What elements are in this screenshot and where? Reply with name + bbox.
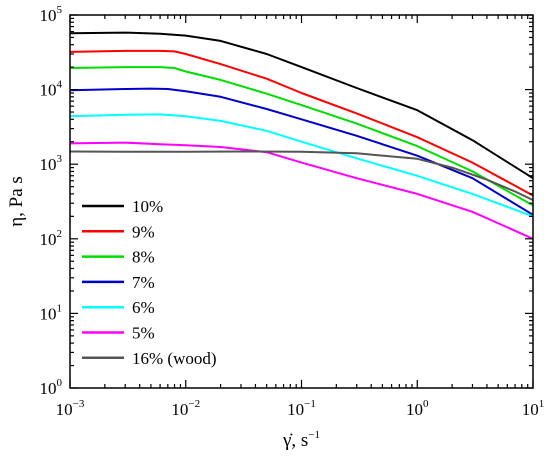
series-line-2 <box>69 66 534 207</box>
x-tick-exponent: −3 <box>73 398 85 410</box>
legend-label-4: 6% <box>132 298 155 317</box>
x-tick-base: 10 <box>522 400 539 419</box>
y-tick-base: 10 <box>40 379 57 398</box>
y-tick-label: 102 <box>40 228 63 249</box>
y-axis-label: η, Pa s <box>6 176 27 227</box>
series-line-6 <box>69 150 534 202</box>
x-tick-base: 10 <box>171 400 188 419</box>
series-lines <box>69 31 534 240</box>
axis-ticks <box>69 14 534 389</box>
x-tick-label: 100 <box>406 398 429 419</box>
y-tick-exponent: 1 <box>57 302 63 314</box>
y-tick-base: 10 <box>40 304 57 323</box>
x-axis-label-exponent: −1 <box>308 429 320 441</box>
y-tick-base: 10 <box>40 6 57 25</box>
x-tick-exponent: −1 <box>304 398 316 410</box>
legend-label-5: 5% <box>132 324 155 343</box>
y-tick-base: 10 <box>40 155 57 174</box>
series-line-0 <box>69 31 534 180</box>
series-line-3 <box>69 87 534 216</box>
y-tick-base: 10 <box>40 81 57 100</box>
y-tick-base: 10 <box>40 230 57 249</box>
x-tick-labels: 10−3 10−2 10−1 100 101 <box>56 398 545 419</box>
x-tick-exponent: 0 <box>423 398 429 410</box>
series-line-1 <box>69 49 534 197</box>
legend-label-6: 16% (wood) <box>132 349 217 368</box>
y-tick-label: 103 <box>40 153 63 174</box>
x-axis-label: γ̇, s−1 <box>282 429 320 451</box>
legend-label-3: 7% <box>132 273 155 292</box>
y-tick-label: 104 <box>40 79 63 100</box>
legend-label-2: 8% <box>132 248 155 267</box>
y-tick-exponent: 0 <box>57 377 63 389</box>
y-tick-exponent: 2 <box>57 228 63 240</box>
y-tick-exponent: 4 <box>57 79 63 91</box>
y-tick-exponent: 5 <box>57 4 63 16</box>
y-tick-label: 100 <box>40 377 63 398</box>
y-tick-label: 101 <box>40 302 63 323</box>
x-axis-label-main: γ̇, s <box>282 430 308 451</box>
x-tick-exponent: −2 <box>188 398 200 410</box>
x-tick-base: 10 <box>406 400 423 419</box>
legend: 10% 9% 8% 7% 6% 5% 16% (wood) <box>82 197 217 368</box>
series-line-4 <box>69 113 534 218</box>
legend-label-0: 10% <box>132 197 163 216</box>
x-tick-exponent: 1 <box>539 398 545 410</box>
x-tick-label: 10−2 <box>171 398 200 419</box>
x-tick-base: 10 <box>287 400 304 419</box>
x-tick-label: 10−3 <box>56 398 85 419</box>
x-tick-base: 10 <box>56 400 73 419</box>
y-tick-label: 105 <box>40 4 63 25</box>
legend-label-1: 9% <box>132 222 155 241</box>
x-tick-label: 101 <box>522 398 545 419</box>
y-tick-exponent: 3 <box>57 153 63 165</box>
x-tick-label: 10−1 <box>287 398 316 419</box>
